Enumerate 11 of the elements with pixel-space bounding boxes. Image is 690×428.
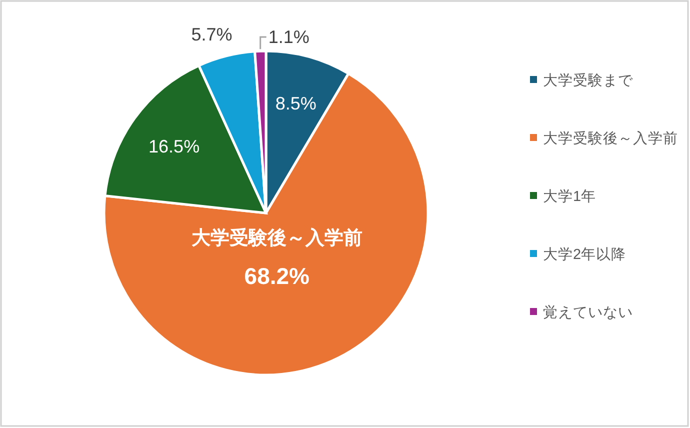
data-label: 8.5%: [275, 94, 316, 114]
legend-label: 大学受験まで: [543, 72, 634, 89]
data-label: 68.2%: [244, 263, 310, 290]
data-label: 16.5%: [148, 136, 200, 157]
legend-label: 大学2年以降: [543, 246, 626, 263]
data-label: 5.7%: [191, 24, 232, 45]
legend-label: 大学受験後～入学前: [543, 130, 678, 147]
legend-label: 覚えていない: [543, 304, 633, 321]
legend-label: 大学1年: [543, 188, 596, 205]
slice-label: 大学受験後～入学前: [191, 227, 362, 250]
data-label: 1.1%: [268, 27, 310, 47]
